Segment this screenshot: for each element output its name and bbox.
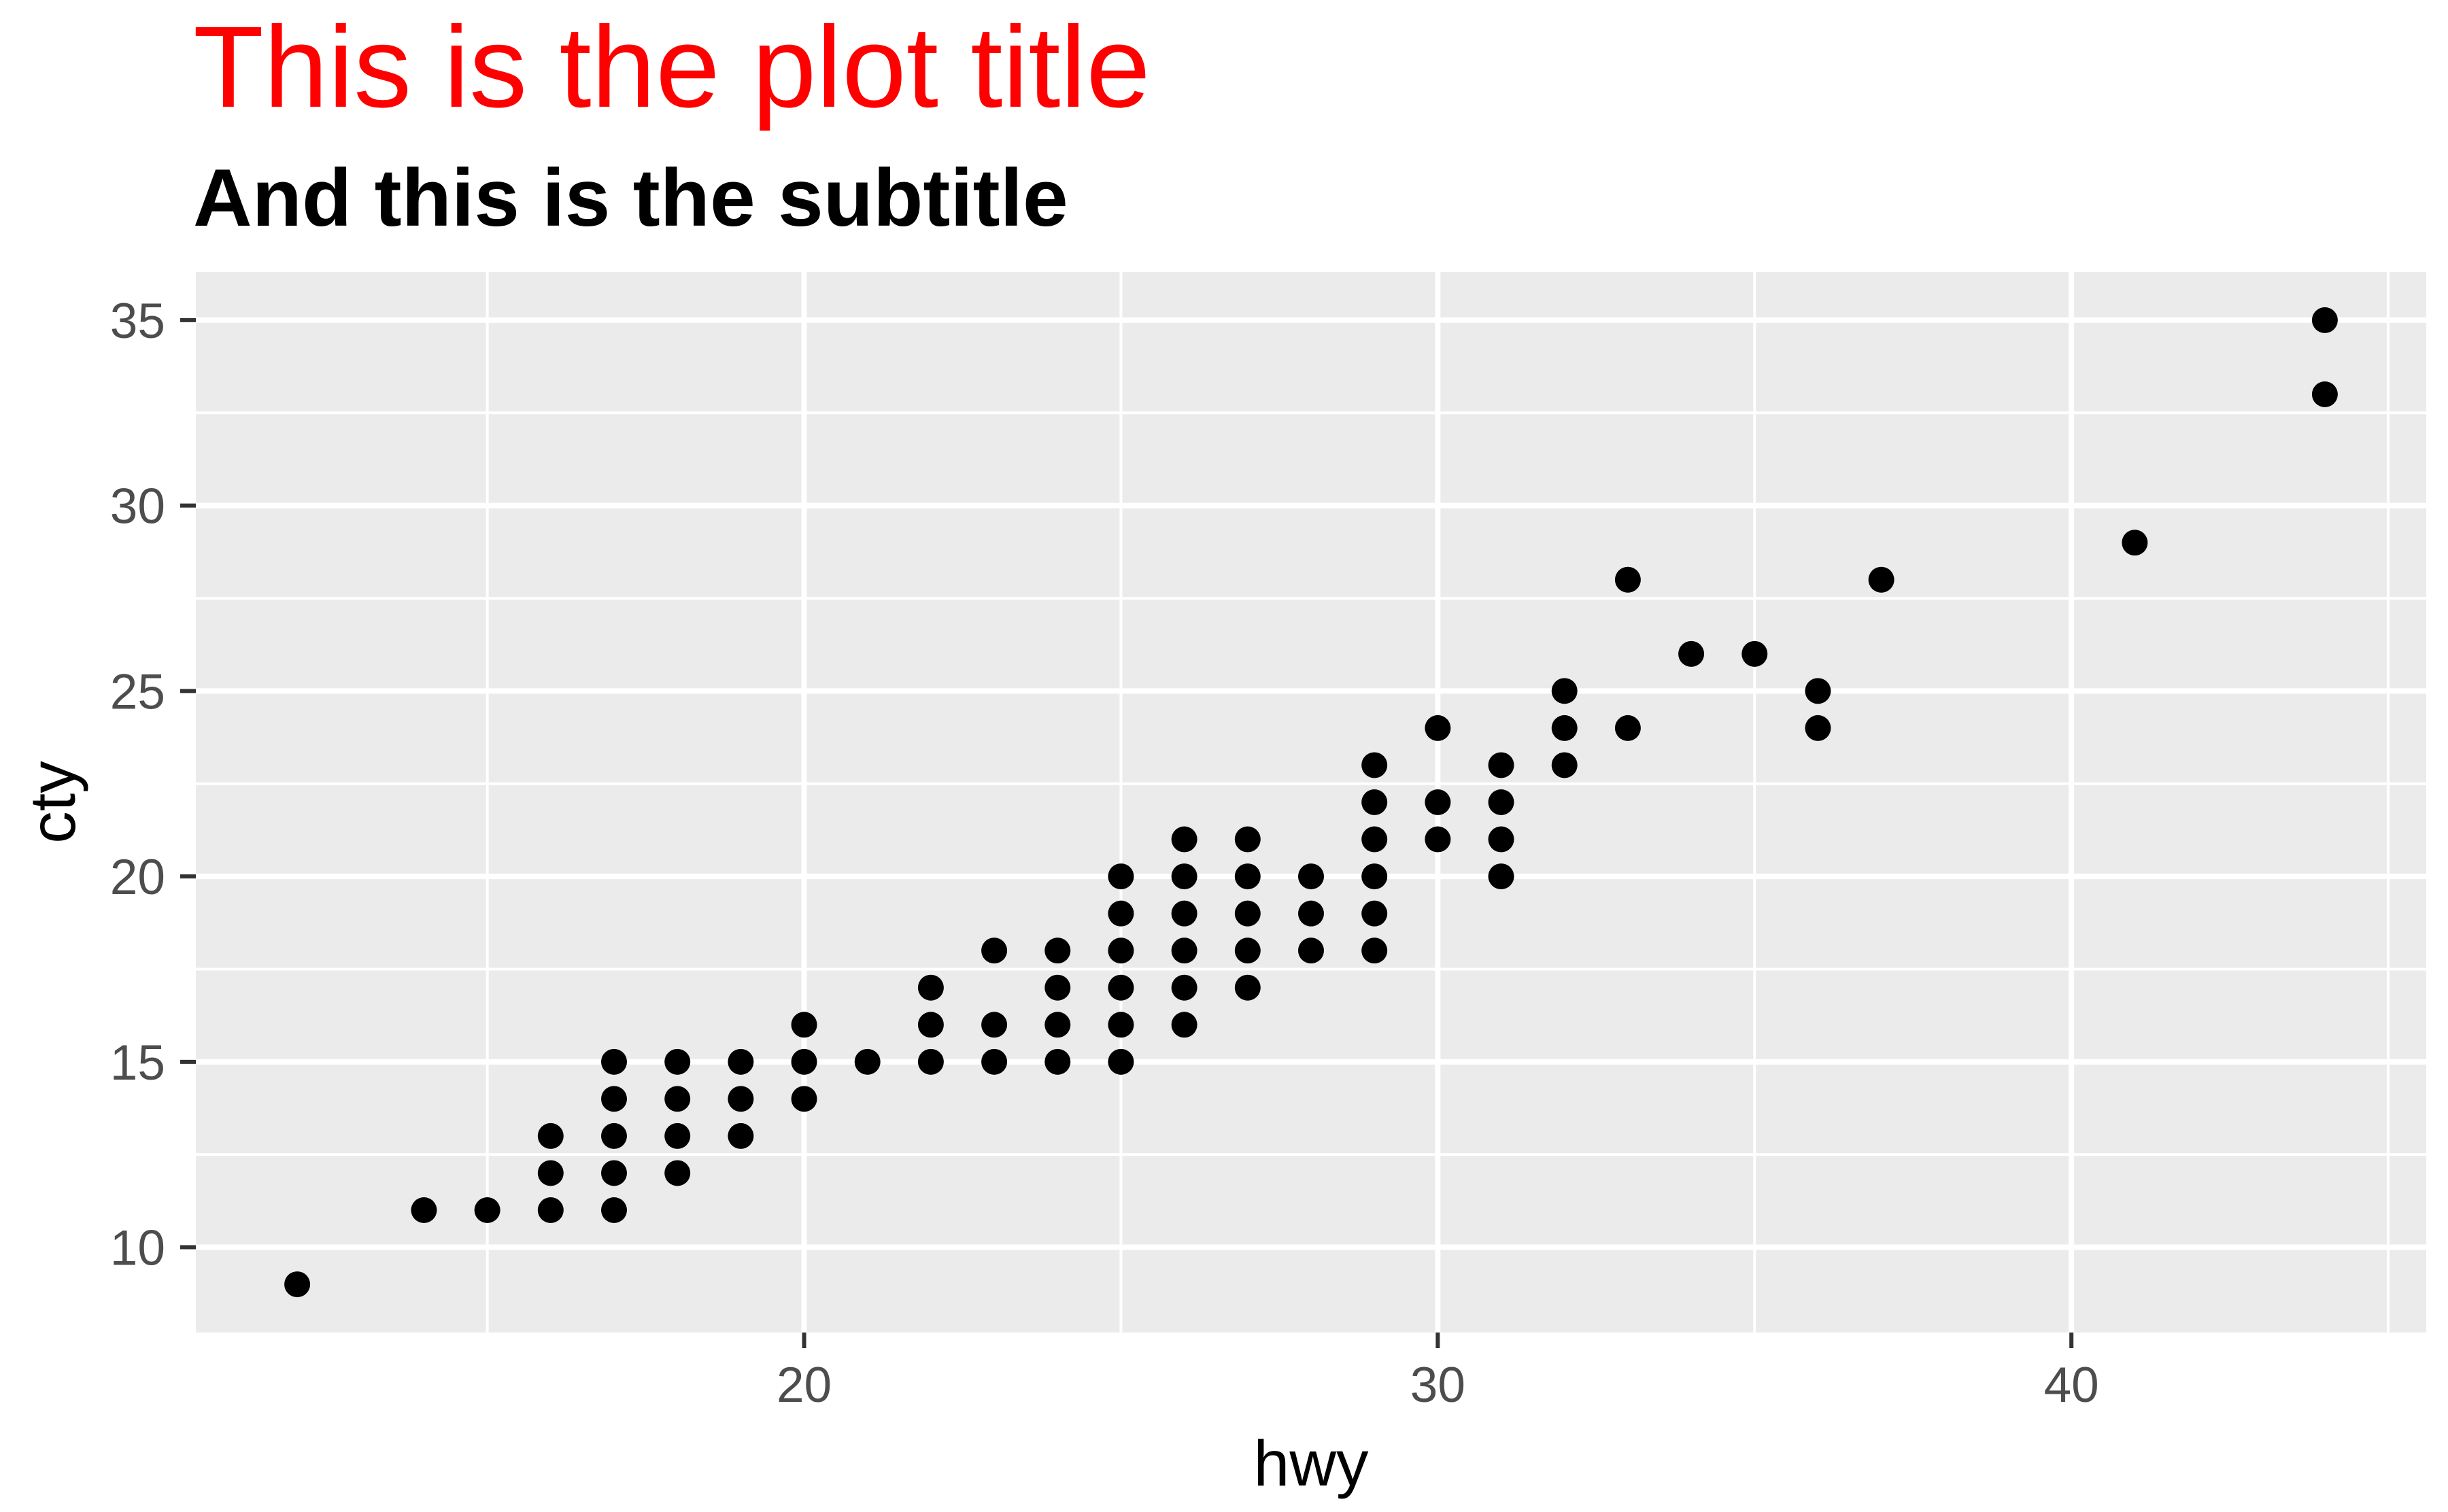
x-tick-label: 20: [777, 1358, 832, 1413]
data-point: [1361, 863, 1388, 890]
data-point: [981, 938, 1008, 964]
data-point: [1298, 863, 1324, 890]
data-point: [1551, 678, 1578, 704]
data-point: [1488, 752, 1514, 778]
y-tick-label: 10: [110, 1221, 165, 1276]
minor-gridlines: [196, 272, 2426, 1333]
axis-ticks: [180, 317, 2074, 1348]
data-point: [1488, 826, 1514, 853]
data-point: [1108, 1012, 1134, 1038]
data-point: [1425, 826, 1451, 853]
data-point: [1108, 863, 1134, 890]
data-point: [791, 1012, 817, 1038]
data-point: [1171, 863, 1197, 890]
data-point: [854, 1048, 881, 1075]
data-point: [601, 1048, 627, 1075]
data-point: [1044, 1012, 1071, 1038]
panel-background: [196, 272, 2426, 1333]
data-point: [1171, 938, 1197, 964]
y-axis-title: cty: [17, 761, 89, 844]
plot-title: This is the plot title: [193, 3, 1151, 132]
data-point: [1044, 974, 1071, 1001]
data-point: [728, 1086, 754, 1112]
data-point: [2311, 381, 2338, 407]
data-point: [664, 1048, 691, 1075]
data-point: [474, 1197, 500, 1223]
data-point: [1614, 566, 1641, 593]
data-point: [1805, 715, 1831, 741]
x-tick-label: 30: [1410, 1358, 1465, 1413]
data-points: [284, 307, 2338, 1298]
data-point: [1108, 1048, 1134, 1075]
x-axis-title: hwy: [1254, 1428, 1369, 1500]
data-point: [1298, 938, 1324, 964]
data-point: [1234, 900, 1261, 927]
data-point: [1171, 900, 1197, 927]
data-point: [664, 1160, 691, 1186]
data-point: [1425, 789, 1451, 815]
data-point: [664, 1086, 691, 1112]
data-point: [981, 1048, 1008, 1075]
data-point: [1108, 938, 1134, 964]
y-tick-label: 35: [110, 294, 165, 349]
data-point: [1361, 938, 1388, 964]
data-point: [1488, 789, 1514, 815]
data-point: [2311, 307, 2338, 333]
data-point: [1425, 715, 1451, 741]
data-point: [1171, 826, 1197, 853]
data-point: [1234, 974, 1261, 1001]
data-point: [1361, 900, 1388, 927]
plot-subtitle: And this is the subtitle: [193, 152, 1068, 243]
y-tick-label: 30: [110, 479, 165, 534]
data-point: [1805, 678, 1831, 704]
data-point: [601, 1160, 627, 1186]
y-tick-label: 20: [110, 850, 165, 905]
data-point: [1171, 1012, 1197, 1038]
data-point: [1361, 752, 1388, 778]
axis-tick-labels: 20 30 40 10 15 20 25 30 35: [110, 294, 2099, 1413]
data-point: [1234, 938, 1261, 964]
data-point: [1234, 826, 1261, 853]
data-point: [411, 1197, 437, 1223]
data-point: [1551, 715, 1578, 741]
data-point: [1361, 826, 1388, 853]
data-point: [664, 1122, 691, 1149]
data-point: [1741, 640, 1768, 667]
data-point: [1868, 566, 1894, 593]
x-tick-label: 40: [2044, 1358, 2099, 1413]
y-tick-label: 15: [110, 1035, 165, 1090]
y-tick-label: 25: [110, 664, 165, 719]
data-point: [2122, 530, 2148, 556]
data-point: [537, 1122, 564, 1149]
data-point: [1614, 715, 1641, 741]
data-point: [1044, 938, 1071, 964]
data-point: [1044, 1048, 1071, 1075]
data-point: [1488, 863, 1514, 890]
panel-group: [196, 272, 2426, 1333]
data-point: [1678, 640, 1705, 667]
data-point: [1171, 974, 1197, 1001]
data-point: [728, 1122, 754, 1149]
data-point: [537, 1160, 564, 1186]
data-point: [1234, 863, 1261, 890]
data-point: [1108, 974, 1134, 1001]
data-point: [1551, 752, 1578, 778]
data-point: [728, 1048, 754, 1075]
data-point: [791, 1086, 817, 1112]
data-point: [917, 1048, 944, 1075]
data-point: [1298, 900, 1324, 927]
data-point: [601, 1122, 627, 1149]
data-point: [537, 1197, 564, 1223]
data-point: [601, 1086, 627, 1112]
data-point: [1361, 789, 1388, 815]
data-point: [284, 1271, 311, 1298]
data-point: [1108, 900, 1134, 927]
data-point: [791, 1048, 817, 1075]
data-point: [917, 1012, 944, 1038]
data-point: [917, 974, 944, 1001]
data-point: [981, 1012, 1008, 1038]
data-point: [601, 1197, 627, 1223]
